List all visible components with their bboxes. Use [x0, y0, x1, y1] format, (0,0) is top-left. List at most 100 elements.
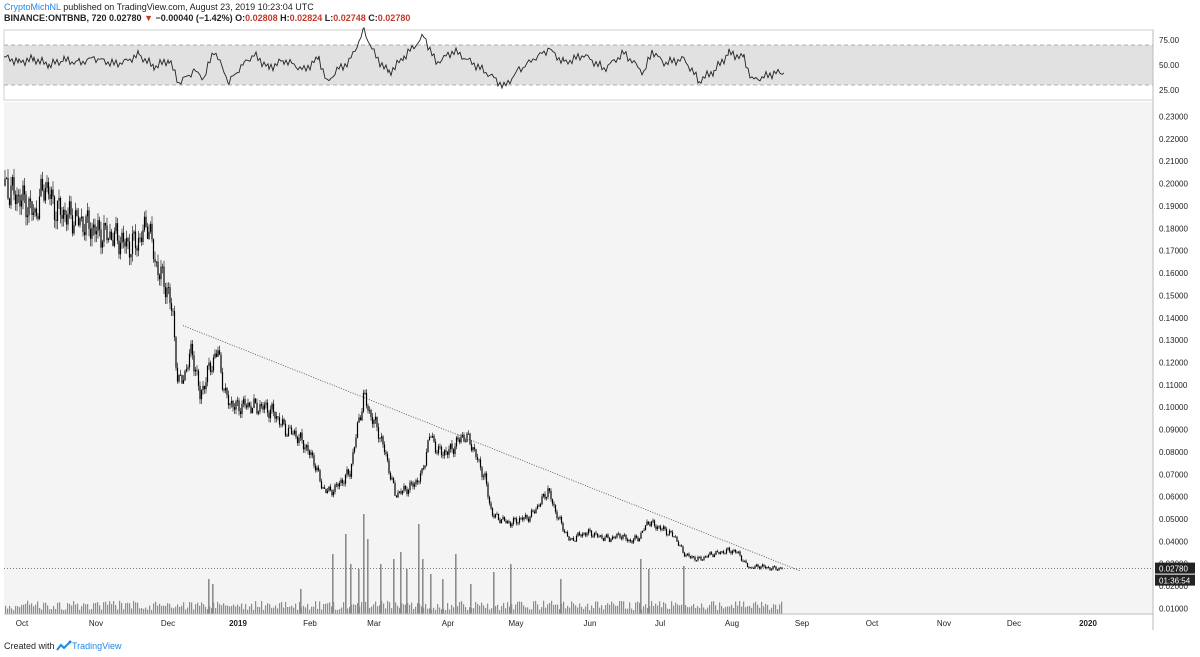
- time-tick-label: Oct: [866, 619, 879, 628]
- time-tick-label: Dec: [1007, 619, 1021, 628]
- candle-body: [764, 566, 767, 568]
- volume-bar: [9, 605, 11, 614]
- tradingview-logo-icon[interactable]: [56, 640, 72, 652]
- candle-body: [557, 518, 560, 519]
- candle-body: [289, 427, 291, 429]
- candle-body: [739, 551, 741, 556]
- candle-body: [550, 490, 552, 500]
- volume-bar: [675, 602, 677, 614]
- candle-body: [97, 220, 99, 232]
- volume-bar: [391, 608, 393, 614]
- candle-body: [439, 446, 441, 448]
- candle-body: [476, 457, 479, 460]
- candle-body: [22, 185, 24, 201]
- price-tick-label: 0.18000: [1159, 224, 1188, 233]
- candle-body: [613, 536, 615, 538]
- candle-body: [296, 436, 299, 444]
- candle-body: [434, 441, 437, 453]
- volume-bar: [339, 609, 341, 614]
- candle-body: [164, 287, 167, 298]
- volume-bar: [637, 601, 639, 614]
- candle-body: [173, 311, 176, 338]
- candle-body: [556, 511, 558, 519]
- candle-body: [68, 201, 71, 214]
- candle-body: [94, 224, 96, 235]
- volume-bar: [201, 602, 203, 614]
- volume-bar: [375, 601, 377, 614]
- candle-body: [277, 416, 279, 418]
- candle-body: [625, 534, 627, 540]
- volume-bar: [485, 607, 487, 614]
- candle-body: [649, 523, 651, 526]
- candle-body: [56, 200, 59, 222]
- candle-body: [610, 539, 612, 542]
- volume-bar: [319, 601, 321, 614]
- volume-bar: [563, 601, 565, 614]
- volume-bar: [271, 607, 273, 614]
- volume-bar: [191, 602, 193, 614]
- volume-bar: [347, 608, 349, 614]
- volume-bar: [425, 603, 427, 614]
- volume-bar: [501, 606, 503, 614]
- author-link[interactable]: CryptoMichNL: [4, 2, 61, 12]
- candle-body: [322, 487, 324, 489]
- candle-body: [346, 469, 348, 475]
- volume-bar: [737, 605, 739, 614]
- candle-body: [160, 266, 162, 280]
- candle-body: [712, 554, 714, 558]
- candle-body: [91, 227, 93, 239]
- candle-body: [145, 216, 147, 227]
- volume-bar: [77, 603, 79, 614]
- candle-body: [518, 517, 521, 523]
- open-label: O:: [235, 13, 246, 23]
- volume-bar: [727, 606, 729, 614]
- time-tick-label: Mar: [367, 619, 381, 628]
- volume-bar: [275, 605, 277, 614]
- candle-body: [401, 490, 404, 494]
- volume-bar: [221, 605, 223, 614]
- candle-body: [763, 564, 765, 567]
- candle-body: [685, 555, 687, 557]
- volume-bar: [317, 608, 319, 614]
- volume-bar: [429, 608, 431, 614]
- volume-bar: [613, 603, 615, 614]
- volume-bar: [53, 605, 55, 614]
- volume-bar: [51, 609, 53, 614]
- tradingview-brand-link[interactable]: TradingView: [72, 641, 122, 651]
- candle-body: [53, 196, 56, 220]
- volume-bar: [623, 601, 625, 614]
- candle-body: [311, 452, 314, 456]
- candle-body: [529, 516, 531, 522]
- volume-bar: [23, 604, 25, 614]
- candle-body: [383, 444, 386, 453]
- volume-bar: [325, 603, 327, 614]
- volume-bar: [761, 601, 763, 614]
- volume-bar: [119, 600, 121, 614]
- candle-body: [103, 223, 105, 242]
- chart-canvas[interactable]: 75.00 50.00 25.00 0.23000 0.22000 0.21000 0.20…: [0, 0, 1200, 633]
- candle-body: [577, 532, 579, 536]
- candle-body: [731, 550, 734, 554]
- candle-body: [116, 223, 119, 241]
- volume-bar: [75, 604, 77, 614]
- candle-body: [364, 392, 366, 394]
- candle-body: [88, 210, 90, 230]
- volume-bar: [667, 608, 669, 614]
- candle-body: [40, 178, 42, 197]
- volume-bar: [765, 603, 767, 614]
- candle-body: [748, 567, 750, 569]
- volume-bar: [605, 605, 607, 614]
- volume-bar: [385, 608, 387, 614]
- candle-body: [463, 434, 465, 442]
- candle-body: [452, 449, 455, 454]
- candle-body: [203, 385, 206, 390]
- volume-bar: [575, 605, 577, 614]
- candle-body: [502, 517, 504, 520]
- candle-body: [706, 556, 708, 558]
- volume-bar: [57, 602, 59, 614]
- countdown-marker: [1155, 574, 1195, 586]
- time-tick-label: 2019: [229, 619, 247, 628]
- candle-body: [742, 560, 744, 562]
- candle-body: [412, 482, 414, 487]
- candle-body: [704, 556, 707, 558]
